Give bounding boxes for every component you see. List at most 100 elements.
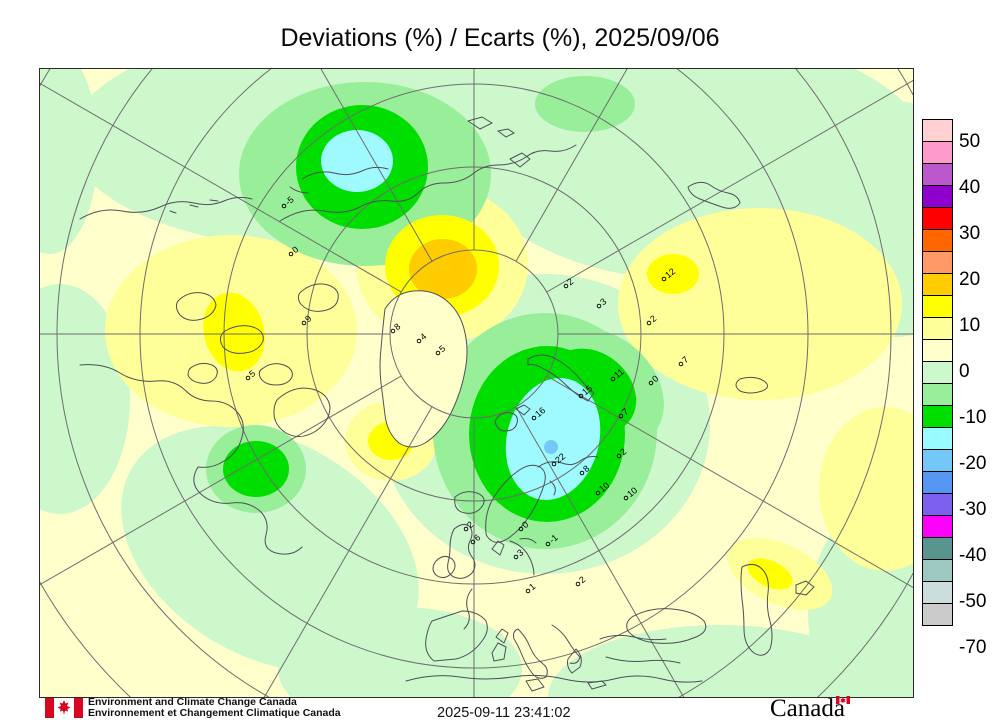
colorbar-box-1 [922,141,953,164]
colorbar-label--50: -50 [959,591,987,612]
flag-white-panel [54,698,74,718]
colorbar-box-15 [922,449,953,472]
colorbar-box-10 [922,339,953,362]
station-value-marker: 7 [678,354,690,367]
svg-text:2: 2 [565,276,575,287]
station-value-marker: 12 [661,266,677,282]
station-value-marker: 4 [416,331,428,344]
page-title: Deviations (%) / Ecarts (%), 2025/09/06 [280,24,720,52]
department-name: Environment and Climate Change Canada En… [88,697,341,718]
colorbar-box-17 [922,493,953,516]
colorbar-label-0: 0 [959,361,970,382]
svg-text:3: 3 [515,547,525,558]
station-value-marker: 0 [288,244,300,257]
colorbar-box-6 [922,251,953,274]
colorbar-box-16 [922,471,953,494]
station-value-marker: 2 [463,519,475,532]
station-value-marker: 8 [390,321,402,334]
flag-red-bar [74,698,83,718]
svg-text:2: 2 [618,446,628,457]
colorbar-labels: 50 40 30 20 10 0 -10 -20 -30 -40 -50 -70 [959,119,999,659]
station-value-marker: 3 [596,296,608,309]
colorbar-label--10: -10 [959,407,987,428]
station-value-marker: 15 [578,383,594,399]
station-value-marker: 1 [525,581,537,594]
colorbar-box-5 [922,229,953,252]
station-value-marker: 0 [648,373,660,386]
station-value-marker: 22 [551,451,567,467]
colorbar-label--20: -20 [959,453,987,474]
svg-text:7: 7 [620,406,630,417]
greenland-outline [379,290,468,448]
svg-text:15: 15 [580,383,594,397]
colorbar-box-4 [922,207,953,230]
colorbar-label-10: 10 [959,315,981,336]
svg-text:2: 2 [465,519,475,530]
maple-leaf-icon [57,700,71,715]
map-frame: -5 0 9 5 8 4 5 2 3 11 15 7 16 22 2 8 10 10 12 2 7 0 2 6 0 -1 3 1 2 [39,68,914,698]
station-value-marker: 2 [575,574,587,587]
svg-text:6: 6 [472,532,482,543]
station-value-marker: 5 [245,368,257,381]
colorbar-box-9 [922,317,953,340]
station-value-marker: 6 [470,532,482,545]
station-value-marker: 2 [616,446,628,459]
svg-text:8: 8 [392,321,402,332]
station-value-marker: 5 [435,343,447,356]
svg-text:0: 0 [650,373,660,384]
svg-text:8: 8 [581,463,591,474]
svg-text:4: 4 [418,331,428,342]
coastlines [79,116,815,692]
colorbar-label-50: 50 [959,131,981,152]
svg-text:10: 10 [597,480,611,494]
svg-text:12: 12 [663,266,677,280]
station-value-marker: 9 [301,313,313,326]
svg-text:5: 5 [247,368,257,379]
svg-text:10: 10 [625,485,639,499]
colorbar-box-11 [922,361,953,384]
station-value-marker: 8 [579,463,591,476]
colorbar-box-14 [922,427,953,450]
colorbar-label--70: -70 [959,637,987,658]
colorbar-box-21 [922,581,953,604]
colorbar-box-18 [922,515,953,538]
colorbar-box-3 [922,185,953,208]
colorbar-label-20: 20 [959,269,981,290]
colorbar-box-12 [922,383,953,406]
station-value-marker: 7 [618,406,630,419]
svg-text:2: 2 [648,313,658,324]
svg-text:5: 5 [437,343,447,354]
colorbar-box-0 [922,119,953,142]
colorbar-label-40: 40 [959,177,981,198]
colorbar-box-13 [922,405,953,428]
colorbar-box-7 [922,273,953,296]
svg-text:9: 9 [303,313,313,324]
wordmark-flag-icon [836,696,850,704]
station-value-marker: 16 [531,405,547,421]
contour-fill-amber [409,239,477,299]
colorbar-box-2 [922,163,953,186]
canada-flag-icon [45,698,83,718]
graticule [40,69,913,697]
station-value-marker: 10 [595,480,611,496]
colorbar-label-30: 30 [959,223,981,244]
generation-timestamp: 2025-09-11 23:41:02 [437,705,571,721]
svg-text:1: 1 [527,581,537,592]
station-value-marker: 2 [563,276,575,289]
station-value-marker: 3 [513,547,525,560]
svg-text:2: 2 [577,574,587,585]
colorbar-box-20 [922,559,953,582]
colorbar-label--40: -40 [959,545,987,566]
colorbar [922,119,953,626]
canada-wordmark: Canada [770,695,880,723]
flag-red-bar [45,698,54,718]
station-value-marker: 0 [518,519,530,532]
department-name-fr: Environnement et Changement Climatique C… [88,706,341,719]
svg-text:0: 0 [290,244,300,255]
svg-text:0: 0 [520,519,530,530]
colorbar-label--30: -30 [959,499,987,520]
meridian-lines [40,69,913,697]
